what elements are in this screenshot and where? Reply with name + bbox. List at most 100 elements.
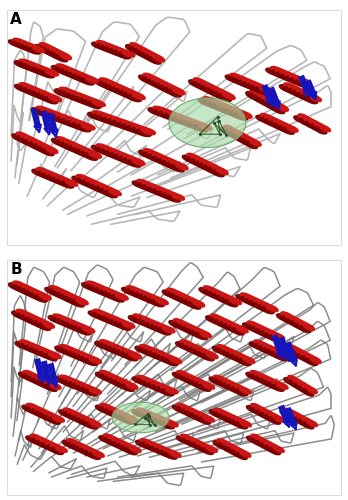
Ellipse shape (251, 438, 263, 446)
Ellipse shape (60, 178, 73, 184)
Ellipse shape (72, 176, 85, 184)
Ellipse shape (294, 80, 308, 87)
Ellipse shape (234, 356, 247, 364)
Ellipse shape (111, 295, 124, 302)
Ellipse shape (76, 355, 89, 362)
Ellipse shape (181, 434, 192, 440)
Ellipse shape (86, 284, 99, 292)
Ellipse shape (255, 410, 267, 417)
Ellipse shape (234, 110, 247, 116)
Ellipse shape (31, 438, 43, 445)
Ellipse shape (109, 49, 122, 56)
Ellipse shape (221, 108, 235, 115)
Ellipse shape (72, 148, 86, 155)
Ellipse shape (171, 161, 183, 168)
Ellipse shape (293, 384, 304, 390)
Ellipse shape (72, 353, 85, 360)
Ellipse shape (140, 344, 152, 351)
Ellipse shape (294, 319, 306, 326)
Ellipse shape (36, 90, 49, 96)
Ellipse shape (268, 331, 280, 338)
Ellipse shape (36, 440, 48, 448)
Ellipse shape (301, 95, 313, 102)
Ellipse shape (61, 119, 76, 126)
Ellipse shape (214, 320, 227, 327)
Ellipse shape (239, 450, 251, 457)
Ellipse shape (112, 380, 125, 388)
Ellipse shape (216, 102, 230, 109)
Ellipse shape (106, 294, 120, 300)
Ellipse shape (132, 92, 145, 100)
Ellipse shape (103, 288, 116, 295)
Ellipse shape (26, 404, 39, 410)
Ellipse shape (120, 442, 133, 448)
Ellipse shape (68, 72, 82, 80)
Ellipse shape (201, 354, 214, 361)
Ellipse shape (36, 380, 49, 388)
Ellipse shape (164, 88, 177, 95)
Ellipse shape (58, 410, 71, 417)
Ellipse shape (167, 192, 180, 198)
Ellipse shape (77, 72, 90, 80)
Ellipse shape (111, 348, 125, 356)
Ellipse shape (124, 89, 137, 96)
Ellipse shape (53, 288, 66, 294)
Ellipse shape (126, 44, 138, 52)
Ellipse shape (181, 409, 193, 416)
Ellipse shape (160, 354, 173, 360)
Ellipse shape (56, 292, 69, 300)
Ellipse shape (71, 300, 84, 307)
Ellipse shape (84, 96, 97, 103)
Ellipse shape (219, 318, 231, 325)
Ellipse shape (31, 92, 45, 98)
Ellipse shape (145, 51, 157, 58)
Ellipse shape (225, 110, 239, 116)
Ellipse shape (85, 418, 97, 425)
Ellipse shape (198, 414, 210, 420)
Ellipse shape (292, 347, 303, 354)
Ellipse shape (195, 158, 207, 164)
Ellipse shape (36, 106, 50, 113)
Ellipse shape (166, 159, 179, 166)
Ellipse shape (134, 292, 148, 300)
Ellipse shape (232, 134, 245, 141)
Ellipse shape (35, 411, 48, 418)
Ellipse shape (255, 329, 268, 336)
Ellipse shape (33, 68, 47, 75)
Ellipse shape (46, 46, 58, 53)
Ellipse shape (315, 127, 327, 134)
Ellipse shape (147, 298, 160, 305)
Ellipse shape (136, 126, 151, 133)
Ellipse shape (222, 383, 235, 390)
Ellipse shape (216, 296, 229, 303)
Ellipse shape (218, 377, 230, 384)
Ellipse shape (116, 294, 128, 300)
Ellipse shape (212, 100, 225, 107)
Ellipse shape (25, 291, 39, 298)
Ellipse shape (72, 296, 85, 303)
Ellipse shape (177, 404, 189, 410)
Ellipse shape (72, 412, 84, 419)
Ellipse shape (136, 408, 149, 414)
Ellipse shape (163, 114, 178, 120)
Ellipse shape (92, 146, 105, 152)
Ellipse shape (63, 350, 77, 356)
Ellipse shape (97, 112, 112, 119)
Ellipse shape (60, 375, 72, 382)
Ellipse shape (272, 380, 284, 387)
Ellipse shape (275, 72, 288, 79)
Ellipse shape (29, 344, 42, 350)
Ellipse shape (213, 412, 226, 419)
Ellipse shape (264, 333, 277, 340)
Ellipse shape (265, 98, 277, 105)
Ellipse shape (109, 374, 121, 381)
Ellipse shape (281, 312, 292, 318)
Ellipse shape (214, 316, 227, 323)
Ellipse shape (36, 110, 51, 117)
Ellipse shape (193, 82, 206, 90)
Ellipse shape (46, 446, 58, 452)
Ellipse shape (128, 90, 141, 98)
Ellipse shape (255, 372, 267, 379)
Ellipse shape (76, 352, 89, 358)
Ellipse shape (41, 112, 56, 118)
